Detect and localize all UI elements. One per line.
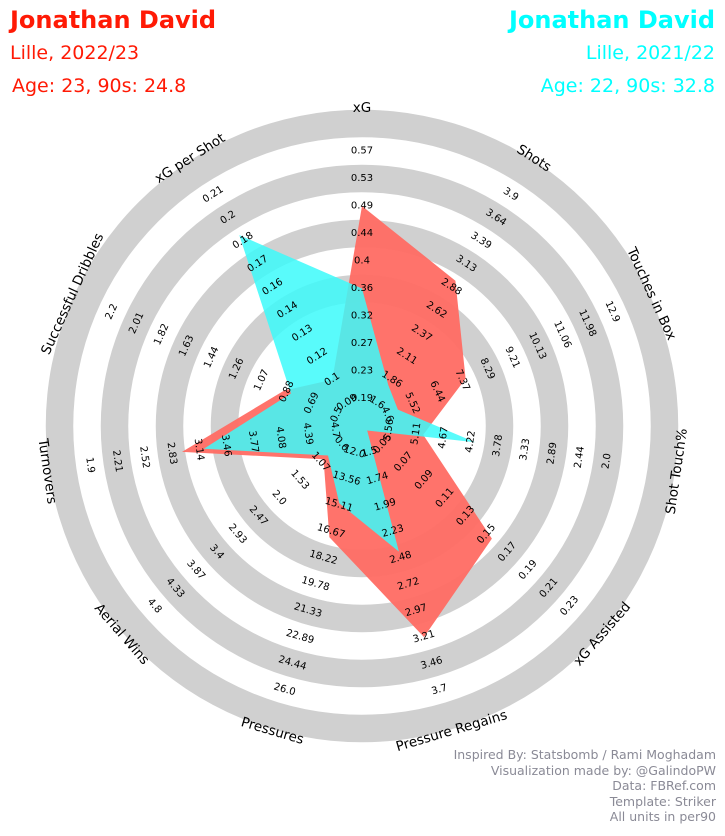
player2-club-season: Lille, 2021/22	[585, 42, 715, 64]
player2-age-line: Age: 22, 90s: 32.8	[540, 75, 715, 97]
scale-tick-label: 3.87	[184, 558, 207, 582]
scale-tick-label: 3.46	[219, 434, 233, 458]
scale-tick-label: 0.49	[351, 201, 373, 212]
scale-tick-label: 4.08	[273, 426, 287, 450]
scale-tick-label: 3.77	[246, 430, 260, 454]
scale-tick-label: 0.19	[517, 558, 540, 582]
scale-tick-label: 1.9	[83, 456, 96, 473]
scale-tick-label: 0.21	[201, 184, 226, 205]
scale-tick-label: 5.11	[409, 422, 423, 446]
scale-tick-label: 3.78	[491, 434, 505, 458]
scale-tick-label: 3.39	[469, 230, 494, 251]
credit-line: Template: Striker	[609, 793, 716, 809]
credits-block: Inspired By: Statsbomb / Rami Moghadam Vi…	[454, 747, 716, 825]
scale-tick-label: 2.0	[600, 453, 613, 470]
scale-tick-label: 26.0	[272, 681, 296, 698]
scale-tick-label: 2.89	[545, 442, 559, 466]
scale-tick-label: 0.53	[351, 173, 373, 184]
scale-tick-label: 0.32	[351, 311, 373, 322]
scale-tick-label: 9.21	[502, 345, 521, 370]
credit-line: Inspired By: Statsbomb / Rami Moghadam	[453, 747, 716, 762]
scale-tick-label: 1.07	[252, 368, 271, 393]
scale-tick-label: 1.5	[361, 445, 379, 460]
scale-tick-label: 2.52	[137, 445, 151, 469]
scale-tick-label: 4.22	[464, 430, 478, 454]
scale-tick-label: 2.21	[110, 449, 124, 473]
scale-tick-label: 0.36	[351, 283, 373, 294]
scale-tick-label: 0.19	[351, 393, 373, 404]
parameter-label: xG	[353, 100, 371, 116]
scale-tick-label: 12.9	[602, 299, 621, 324]
series-2021-22-area	[203, 235, 476, 552]
scale-tick-label: 2.83	[164, 442, 178, 466]
scale-tick-label: 4.8	[145, 596, 164, 615]
scale-tick-label: 1.53	[288, 468, 311, 492]
credit-line: All units in per90	[609, 809, 716, 824]
scale-tick-label: 5.56	[382, 418, 396, 442]
scale-tick-label: 2.44	[573, 445, 587, 469]
player1-club-season: Lille, 2022/23	[10, 42, 140, 64]
scale-tick-label: 1.82	[152, 322, 171, 347]
scale-tick-label: 3.21	[412, 629, 436, 646]
scale-tick-label: 0.23	[351, 366, 373, 377]
scale-tick-label: 0.4	[354, 256, 370, 267]
credit-line: Visualization made by: @GalindoPW	[490, 762, 716, 778]
scale-tick-label: 3.9	[501, 186, 520, 204]
player2-name: Jonathan David	[508, 6, 715, 34]
scale-tick-label: 0.44	[351, 228, 373, 239]
scale-tick-label: 4.39	[301, 422, 315, 446]
scale-tick-label: 2.93	[226, 522, 249, 546]
scale-tick-label: 11.06	[551, 319, 573, 350]
scale-tick-label: 3.7	[430, 682, 448, 697]
scale-tick-label: 0.27	[351, 338, 373, 349]
scale-tick-label: 0.57	[351, 146, 373, 157]
scale-tick-label: 3.33	[518, 438, 532, 462]
scale-tick-label: 22.89	[285, 628, 316, 647]
scale-tick-label: 1.44	[202, 345, 221, 370]
scale-tick-label: 2.0	[270, 488, 289, 507]
credit-line: Data: FBRef.com	[612, 778, 716, 793]
player1-age-line: Age: 23, 90s: 24.8	[12, 75, 187, 97]
scale-tick-label: 19.78	[300, 575, 331, 594]
scale-tick-label: 4.7	[328, 421, 341, 438]
scale-tick-label: 3.14	[192, 438, 206, 462]
scale-tick-label: 0.23	[558, 594, 581, 618]
player1-name: Jonathan David	[10, 6, 217, 34]
scale-tick-label: 4.67	[437, 426, 451, 450]
scale-tick-label: 2.2	[104, 302, 121, 321]
